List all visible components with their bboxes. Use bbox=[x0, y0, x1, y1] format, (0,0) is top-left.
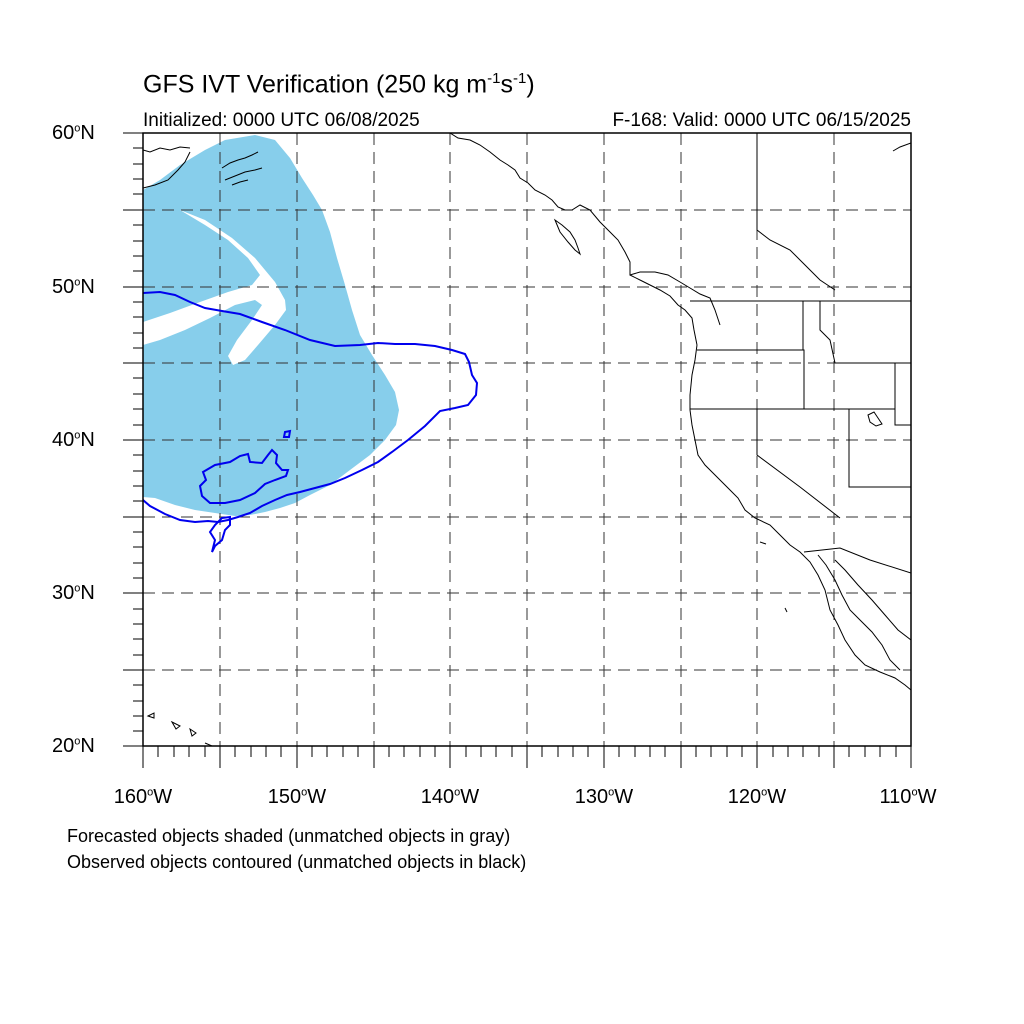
lon-label-110: 110oW bbox=[879, 786, 937, 808]
lat-label-20: 20oN bbox=[52, 735, 95, 757]
lon-label-130: 130oW bbox=[574, 786, 634, 808]
axis-ticks bbox=[123, 132, 912, 768]
note-forecast: Forecasted objects shaded (unmatched obj… bbox=[67, 826, 511, 846]
forecast-gap bbox=[143, 210, 286, 365]
lat-label-40: 40oN bbox=[52, 429, 95, 451]
map-title: GFS IVT Verification (250 kg m-1s-1) bbox=[143, 70, 535, 99]
lat-label-30: 30oN bbox=[52, 582, 95, 604]
lon-label-120: 120oW bbox=[727, 786, 787, 808]
note-observed: Observed objects contoured (unmatched ob… bbox=[67, 852, 527, 872]
lon-label-140: 140oW bbox=[420, 786, 480, 808]
lat-label-50: 50oN bbox=[52, 276, 95, 298]
initialized-label: Initialized: 0000 UTC 06/08/2025 bbox=[143, 110, 420, 131]
coastlines bbox=[143, 133, 911, 746]
map-grid bbox=[143, 133, 911, 746]
lon-label-160: 160oW bbox=[113, 786, 173, 808]
observed-contour bbox=[143, 290, 479, 553]
valid-label: F-168: Valid: 0000 UTC 06/15/2025 bbox=[612, 110, 911, 131]
lat-label-60: 60oN bbox=[52, 122, 95, 144]
lon-label-150: 150oW bbox=[267, 786, 327, 808]
